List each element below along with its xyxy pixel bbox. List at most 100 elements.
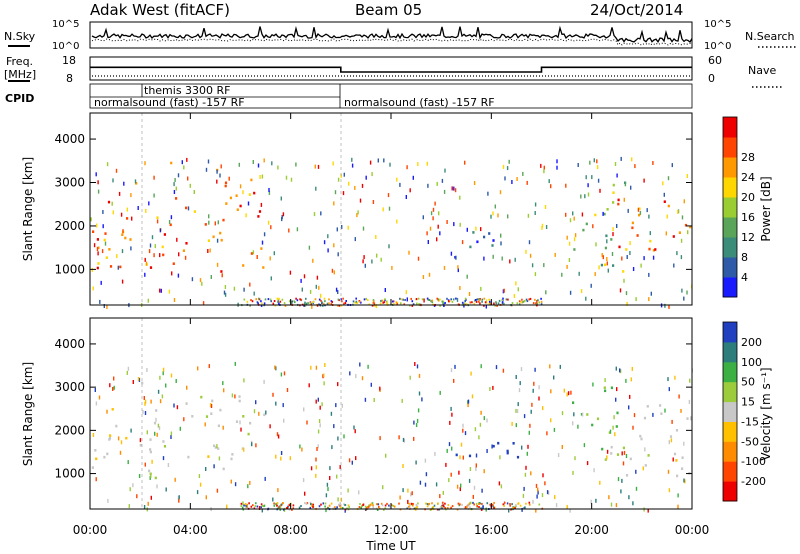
- power-noise-cell: [461, 240, 464, 245]
- power-noise-cell: [153, 175, 155, 180]
- velocity-ground-cell: [444, 507, 447, 510]
- velocity-noise-cell: [538, 385, 540, 390]
- power-cell: [253, 191, 256, 195]
- velocity-colorbar-tick: 100: [741, 356, 762, 369]
- power-noise-cell: [168, 220, 171, 224]
- power-cell: [604, 246, 607, 250]
- power-ground-cell: [295, 297, 297, 300]
- power-noise-cell: [598, 265, 600, 270]
- power-noise-cell: [191, 277, 194, 282]
- velocity-noise-cell: [275, 401, 277, 406]
- power-noise-cell: [341, 225, 343, 229]
- velocity-noise-cell: [173, 403, 175, 408]
- velocity-noise-cell: [159, 375, 161, 380]
- power-ground-cell: [418, 303, 420, 306]
- power-ground-cell: [465, 298, 467, 301]
- power-ground-cell: [269, 298, 272, 301]
- power-cell: [222, 218, 225, 222]
- power-noise-cell: [595, 242, 597, 247]
- power-noise-cell: [681, 215, 684, 220]
- power-cell: [103, 238, 106, 242]
- power-noise-cell: [356, 213, 358, 218]
- power-ground-cell: [345, 300, 347, 302]
- power-noise-cell: [210, 275, 212, 279]
- velocity-noise-cell: [683, 441, 685, 446]
- power-noise-cell: [377, 158, 379, 163]
- power-noise-cell: [277, 165, 279, 170]
- velocity-noise-cell: [239, 420, 241, 425]
- velocity-colorbar-tick: -100: [741, 455, 766, 468]
- velocity-noise-cell: [234, 482, 237, 487]
- power-noise-cell: [208, 220, 210, 225]
- power-ground-cell: [522, 300, 524, 303]
- velocity-noise-cell: [583, 443, 586, 448]
- power-ground-cell: [380, 299, 382, 302]
- power-ground-cell: [444, 302, 446, 304]
- velocity-ground-cell: [528, 503, 531, 506]
- power-noise-cell: [348, 181, 350, 186]
- velocity-noise-cell: [668, 387, 670, 392]
- power-cell: [248, 193, 251, 196]
- power-cell: [204, 223, 207, 226]
- power-ground-cell: [403, 303, 405, 306]
- velocity-noise-cell: [119, 450, 122, 455]
- velocity-noise-cell: [451, 412, 453, 417]
- velocity-noise-cell: [532, 388, 534, 393]
- station-title: Adak West (fitACF): [90, 1, 230, 19]
- velocity-noise-cell: [286, 388, 289, 392]
- power-ground-cell: [371, 304, 374, 307]
- velocity-noise-cell: [323, 381, 325, 386]
- velocity-noise-cell: [94, 388, 96, 392]
- velocity-noise-cell: [668, 488, 671, 493]
- power-ground-cell: [501, 301, 504, 304]
- velocity-noise-cell: [144, 462, 146, 467]
- power-noise-cell: [534, 272, 537, 277]
- velocity-noise-cell: [470, 371, 472, 376]
- power-noise-cell: [514, 257, 516, 262]
- power-noise-cell: [423, 298, 425, 303]
- power-noise-cell: [516, 177, 518, 181]
- power-ground-cell: [395, 301, 398, 304]
- power-noise-cell: [327, 234, 329, 239]
- velocity-colorbar-tick: 50: [741, 376, 755, 389]
- power-noise-cell: [665, 231, 667, 236]
- power-ground-cell: [323, 302, 325, 305]
- power-ground-cell: [304, 301, 306, 304]
- velocity-noise-cell: [483, 469, 485, 474]
- velocity-cell: [673, 452, 677, 456]
- power-colorbar-tick: 4: [741, 271, 748, 284]
- velocity-noise-cell: [138, 474, 141, 478]
- velocity-noise-cell: [462, 428, 464, 433]
- velocity-ground-cell: [250, 505, 253, 508]
- power-ground-cell: [305, 297, 307, 300]
- velocity-noise-cell: [92, 433, 95, 437]
- power-ground-cell: [483, 304, 485, 307]
- power-cell: [161, 245, 164, 249]
- velocity-colorbar-label: Velocity [m s⁻¹]: [759, 367, 773, 460]
- power-noise-cell: [238, 162, 240, 167]
- power-noise-cell: [187, 176, 189, 181]
- power-noise-cell: [93, 243, 96, 248]
- velocity-noise-cell: [138, 377, 141, 382]
- power-noise-cell: [263, 158, 265, 163]
- velocity-ground-cell: [482, 505, 484, 508]
- velocity-ground-cell: [428, 502, 431, 505]
- velocity-noise-cell: [451, 446, 453, 451]
- power-noise-cell: [439, 231, 441, 236]
- power-noise-cell: [623, 278, 625, 283]
- velocity-noise-cell: [98, 395, 101, 400]
- velocity-noise-cell: [347, 488, 349, 493]
- velocity-noise-cell: [351, 460, 353, 465]
- velocity-noise-cell: [341, 403, 343, 408]
- velocity-ground-cell: [383, 508, 385, 511]
- power-noise-cell: [170, 215, 173, 220]
- power-noise-cell: [391, 265, 393, 270]
- velocity-cell: [604, 389, 607, 393]
- power-ground-cell: [246, 300, 249, 303]
- power-ground-cell: [372, 301, 375, 304]
- power-cell: [631, 226, 634, 230]
- power-ground-cell: [255, 298, 257, 301]
- power-noise-cell: [649, 231, 651, 236]
- velocity-noise-cell: [606, 449, 609, 454]
- power-ground-cell: [250, 299, 252, 302]
